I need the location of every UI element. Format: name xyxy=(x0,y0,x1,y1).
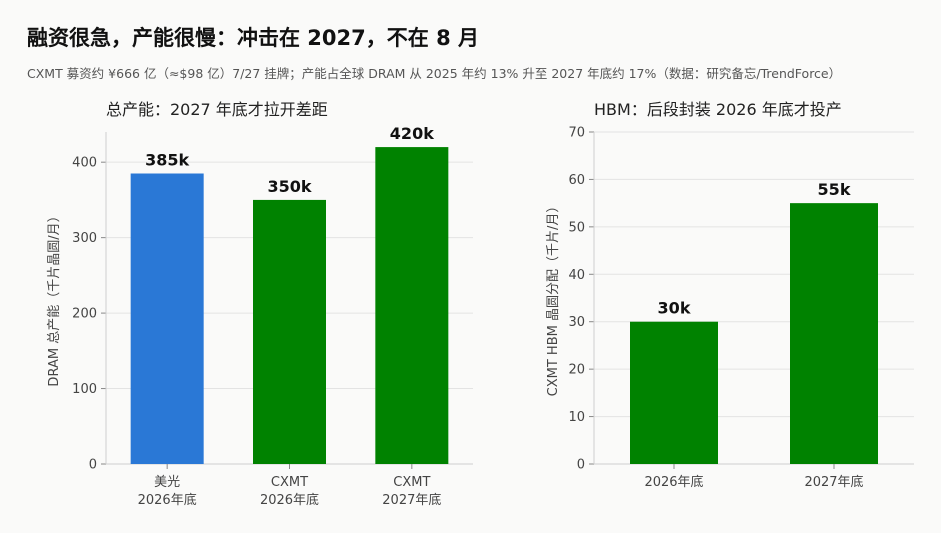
chart2-xtick-label: 2026年底 xyxy=(644,474,703,490)
chart1-bar xyxy=(375,147,449,464)
chart2-ytick-label: 50 xyxy=(568,220,585,235)
chart2-ytick-label: 60 xyxy=(568,173,585,188)
chart2-ytick-label: 40 xyxy=(568,268,585,283)
chart2-ytick-label: 20 xyxy=(568,363,585,378)
chart2-data-label: 30k xyxy=(658,299,691,318)
chart1-bar xyxy=(130,173,204,464)
chart1-ytick-label: 200 xyxy=(72,307,97,322)
chart1-data-label: 420k xyxy=(390,124,434,143)
chart2-bar xyxy=(630,321,718,464)
chart1-ytick-label: 300 xyxy=(72,231,97,246)
chart1-bar xyxy=(253,199,326,464)
chart1-ytick-label: 400 xyxy=(72,156,97,171)
chart1-data-label: 385k xyxy=(145,151,189,170)
chart2-title: HBM：后段封装 2026 年底才投产 xyxy=(594,100,842,119)
page-subtitle: CXMT 募资约 ¥666 亿（≈$98 亿）7/27 挂牌；产能占全球 DRA… xyxy=(27,66,842,81)
chart1-xtick-label: CXMT xyxy=(393,475,430,490)
chart1-title: 总产能：2027 年底才拉开差距 xyxy=(106,100,328,119)
chart2-y-axis-label: CXMT HBM 晶圆分配（千片/月） xyxy=(546,200,561,397)
chart2-xtick-label: 2027年底 xyxy=(804,474,863,490)
chart2-ytick-label: 0 xyxy=(577,458,585,473)
chart1-xtick-label: 美光 xyxy=(154,475,180,490)
chart1-ytick-label: 100 xyxy=(72,382,97,397)
chart1-xtick-label: 2026年底 xyxy=(138,492,197,508)
chart2-bar xyxy=(790,203,878,464)
chart1-xtick-label: 2026年底 xyxy=(260,492,319,508)
chart1-y-axis-label: DRAM 总产能（千片晶圆/月） xyxy=(47,209,62,386)
chart2-ytick-label: 70 xyxy=(568,126,585,141)
chart1-xtick-label: CXMT xyxy=(271,475,308,490)
chart1-ytick-label: 0 xyxy=(89,458,97,473)
chart1-data-label: 350k xyxy=(267,177,311,196)
page-title: 融资很急，产能很慢：冲击在 2027，不在 8 月 xyxy=(27,26,479,50)
chart1-xtick-label: 2027年底 xyxy=(382,492,441,508)
chart2-ytick-label: 30 xyxy=(568,315,585,330)
chart2-data-label: 55k xyxy=(818,180,851,199)
chart2-ytick-label: 10 xyxy=(568,410,585,425)
